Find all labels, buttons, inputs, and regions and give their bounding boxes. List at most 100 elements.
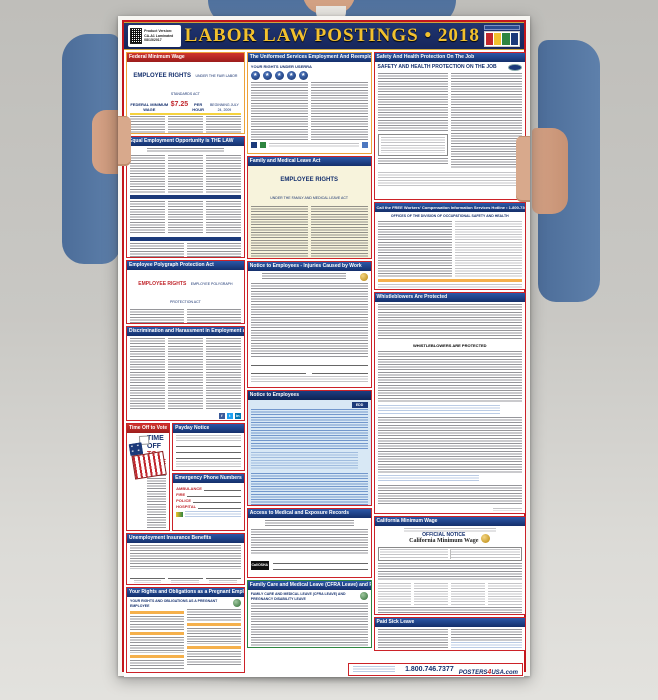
vote-payday-row: Time Off to Vote TIME OFF TO VOTE	[126, 423, 245, 531]
badge-bar	[483, 25, 520, 30]
linkedin-icon: in	[234, 413, 241, 419]
compliance-badge	[483, 25, 520, 47]
section-title: California Minimum Wage	[374, 517, 525, 526]
section-title: Whistleblowers Are Protected	[374, 293, 525, 302]
product-version-label: Product Version:	[144, 29, 173, 34]
qr-code-icon	[130, 28, 143, 44]
section-title: Unemployment Insurance Benefits	[127, 534, 244, 543]
payday-form-line	[176, 447, 241, 453]
poster-red-frame: Product Version: CA-A1 Laminated 08/15/2…	[122, 20, 526, 677]
section-workers-comp-hotline: Call the FREE Workers' Compensation Info…	[373, 202, 526, 290]
emergency-row-label: AMBULANCE	[176, 486, 202, 491]
state-logo-icon	[176, 511, 184, 517]
fmw-wage-amount: $7.25	[170, 101, 189, 108]
vote-line1: TIME OFF	[147, 435, 164, 450]
section-userra: The Uniformed Services Employment And Re…	[246, 52, 372, 154]
poster-footer-bar: 1.800.746.7377 POSTERS4USA.com	[348, 663, 523, 676]
calosha-logo: Cal/OSHA	[250, 561, 269, 570]
section-equal-employment-opportunity: Equal Employment Opportunity is THE LAW	[126, 136, 245, 258]
brand-logo: POSTERS4USA.com	[459, 661, 518, 679]
section-title: Access to Medical and Exposure Records	[247, 509, 371, 518]
userra-heading: YOUR RIGHTS UNDER USERRA	[250, 64, 312, 69]
state-seal-icon	[481, 534, 491, 543]
section-time-off-to-vote: Time Off to Vote TIME OFF TO VOTE	[126, 423, 171, 531]
emergency-row-label: FIRE	[176, 492, 186, 497]
payday-form-line	[176, 453, 241, 459]
fmw-heading: EMPLOYEE RIGHTS	[133, 73, 192, 79]
product-version-box: Product Version: CA-A1 Laminated 08/15/2…	[128, 25, 181, 47]
brand-prefix: POSTERS	[458, 669, 488, 676]
poster-title: LABOR LAW POSTINGS • 2018	[184, 25, 480, 46]
labor-law-poster: Product Version: CA-A1 Laminated 08/15/2…	[118, 16, 530, 677]
hotline-highlight	[377, 278, 522, 282]
section-injuries-caused-by-work: Notice to Employees - Injuries Caused by…	[246, 261, 372, 388]
calosha-oval-icon	[507, 64, 522, 71]
facebook-icon: f	[218, 413, 225, 419]
minwage-heading: California Minimum Wage	[409, 538, 479, 544]
fmla-subheading: UNDER THE FAMILY AND MEDICAL LEAVE ACT	[270, 196, 349, 200]
section-title: The Uniformed Services Employment And Re…	[247, 53, 371, 62]
brand-phone: 1.800.746.7377	[405, 665, 454, 673]
fmw-wage-suffix: PER HOUR	[192, 102, 204, 112]
section-paid-sick-leave: Paid Sick Leave	[373, 617, 526, 651]
star-medallion-icon: ★	[250, 71, 260, 80]
state-seal-icon	[359, 273, 368, 281]
person-right-fingers	[516, 136, 530, 202]
cfra-heading: FAMILY CARE AND MEDICAL LEAVE (CFRA LEAV…	[250, 592, 346, 601]
ballot-box-illustration	[128, 435, 167, 481]
section-title: Federal Minimum Wage	[127, 53, 244, 62]
osc-logo-icon	[361, 142, 368, 148]
product-version-value: CA-A1 Laminated 08/15/2017	[144, 33, 174, 43]
section-title: Equal Employment Opportunity is THE LAW	[127, 137, 244, 146]
section-fmla: Family and Medical Leave Act EMPLOYEE RI…	[246, 156, 372, 259]
person-right-hand	[532, 128, 568, 214]
section-title: Time Off to Vote	[127, 424, 170, 433]
section-title: Family Care and Medical Leave (CFRA Leav…	[247, 581, 371, 590]
dol-logo-icon	[250, 142, 257, 148]
column-right: Safety And Health Protection On The Job …	[373, 52, 526, 675]
section-title: Paid Sick Leave	[374, 618, 525, 627]
twitter-icon: t	[226, 413, 233, 419]
esgr-logo-icon	[259, 142, 266, 148]
dfeh-seal-icon	[359, 592, 368, 600]
citation-sample-box	[377, 134, 449, 156]
star-medallion-icon: ★	[274, 71, 284, 80]
section-title: Discrimination and Harassment in Employm…	[127, 327, 244, 336]
eeo-subheader-bar	[130, 195, 241, 199]
section-california-minimum-wage: California Minimum Wage OFFICIAL NOTICE …	[373, 516, 526, 615]
star-medallion-icon: ★	[262, 71, 272, 80]
minwage-rate-table	[377, 547, 522, 561]
section-discrimination-harassment: Discrimination and Harassment in Employm…	[126, 326, 245, 421]
fmw-effective-date: BEGINNING JULY 24, 2009	[209, 103, 239, 112]
fmla-heading: EMPLOYEE RIGHTS	[280, 177, 338, 183]
fmw-wage-label: FEDERAL MINIMUM WAGE	[130, 102, 169, 112]
pregnant-heading: YOUR RIGHTS AND OBLIGATIONS AS A PREGNAN…	[130, 599, 218, 608]
hotline-title: Call the FREE Workers' Compensation Info…	[374, 203, 525, 212]
section-cfra-leave: Family Care and Medical Leave (CFRA Leav…	[246, 580, 372, 648]
person-left-fingers	[118, 116, 131, 166]
section-title: Notice to Employees - Injuries Caused by…	[247, 262, 371, 271]
section-title: Your Rights and Obligations as a Pregnan…	[127, 588, 244, 597]
emergency-row-line	[193, 497, 241, 503]
section-federal-minimum-wage: Federal Minimum Wage EMPLOYEE RIGHTS UND…	[126, 52, 245, 134]
polygraph-heading: EMPLOYEE RIGHTS	[138, 281, 187, 287]
emergency-row-line	[203, 485, 241, 491]
eeo-subheader-bar-2	[130, 237, 241, 241]
mini-poster-thumbnail	[483, 31, 520, 47]
section-safety-health-protection: Safety And Health Protection On The Job …	[373, 52, 526, 200]
star-medallion-icon: ★	[286, 71, 296, 80]
section-title: Employee Polygraph Protection Act	[127, 261, 244, 270]
section-title: Emergency Phone Numbers	[173, 474, 244, 483]
section-polygraph-protection: Employee Polygraph Protection Act EMPLOY…	[126, 260, 245, 324]
section-payday-notice: Payday Notice	[172, 423, 245, 471]
emergency-row-line	[198, 503, 241, 509]
brand-4: 4	[487, 668, 492, 676]
section-unemployment-insurance: Unemployment Insurance Benefits	[126, 533, 245, 585]
section-title: Family and Medical Leave Act	[247, 157, 371, 166]
poster-header: Product Version: CA-A1 Laminated 08/15/2…	[124, 22, 524, 50]
polygraph-subheading: EMPLOYEE POLYGRAPH PROTECTION ACT	[170, 282, 233, 304]
hotline-subtitle: OFFICES OF THE DIVISION OF OCCUPATIONAL …	[390, 214, 509, 218]
minwage-official-notice: OFFICIAL NOTICE	[422, 532, 466, 538]
column-left: Federal Minimum Wage EMPLOYEE RIGHTS UND…	[126, 52, 245, 675]
emergency-row-label: HOSPITAL	[176, 504, 197, 509]
